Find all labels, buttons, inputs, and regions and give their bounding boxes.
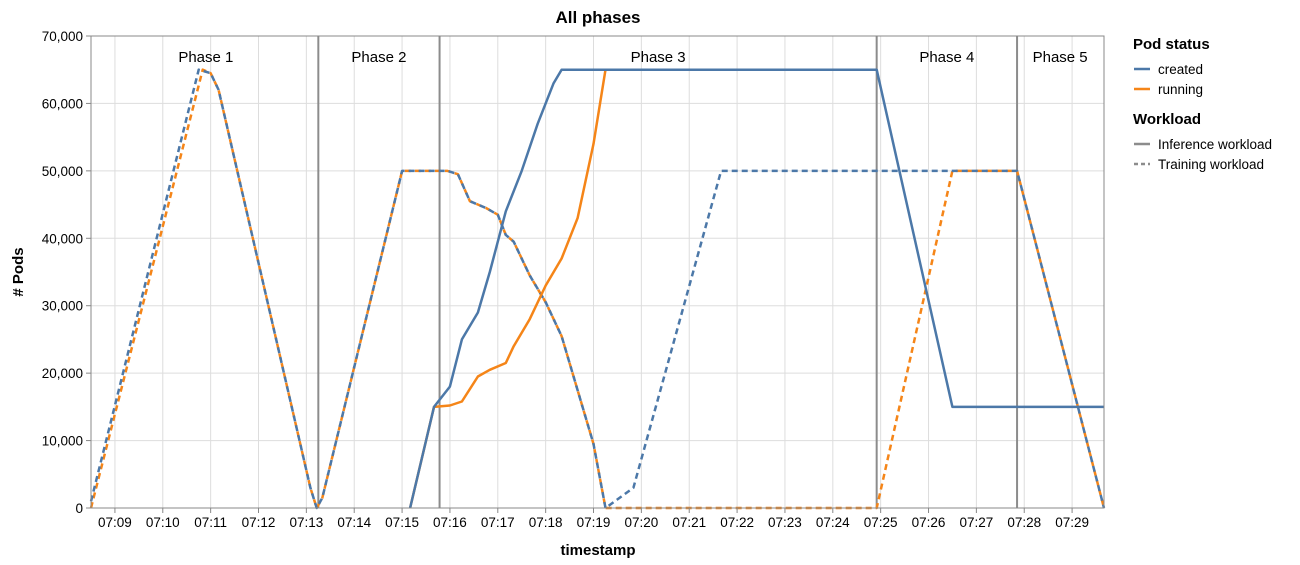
x-tick-label: 07:11	[194, 515, 227, 530]
plot-frame	[90, 35, 1105, 509]
series-line-created-training	[89, 68, 1106, 510]
x-tick-label: 07:28	[1007, 515, 1041, 530]
y-tick-label: 10,000	[42, 434, 83, 449]
phase-label: Phase 4	[919, 49, 974, 66]
phase-label: Phase 3	[631, 49, 686, 66]
legend-group-title: Pod status	[1133, 36, 1210, 53]
legend-group-title: Workload	[1133, 111, 1201, 128]
chart-title: All phases	[555, 8, 640, 27]
x-tick-label: 07:17	[481, 515, 515, 530]
series-line-running-training	[89, 68, 1106, 510]
x-tick-label: 07:26	[912, 515, 946, 530]
y-tick-label: 50,000	[42, 164, 83, 179]
series-layer	[89, 68, 1106, 510]
x-tick-label: 07:15	[385, 515, 419, 530]
legend-entry-label: Training workload	[1158, 157, 1264, 172]
x-tick-label: 07:16	[433, 515, 467, 530]
y-tick-label: 0	[75, 501, 83, 516]
x-tick-label: 07:29	[1055, 515, 1089, 530]
x-axis-title: timestamp	[560, 542, 635, 559]
x-tick-label: 07:09	[98, 515, 132, 530]
y-tick-label: 40,000	[42, 231, 83, 246]
series-line-created-inference	[408, 68, 1104, 509]
x-axis: 07:09 07:10 07:11 07:12 07:13 07:14 07:15 07:16…	[98, 508, 1089, 530]
x-tick-label: 07:20	[624, 515, 658, 530]
x-tick-label: 07:21	[672, 515, 706, 530]
phase-boundaries	[317, 36, 1019, 508]
x-tick-label: 07:25	[864, 515, 898, 530]
x-tick-label: 07:27	[959, 515, 993, 530]
legend-entry-label: running	[1158, 82, 1203, 97]
x-tick-label: 07:22	[720, 515, 754, 530]
legend: Pod status created running Workload Inferenc…	[1133, 36, 1272, 172]
x-tick-label: 07:19	[577, 515, 611, 530]
phase-label: Phase 1	[178, 49, 233, 66]
x-tick-label: 07:14	[337, 515, 371, 530]
series-line-running-inference	[408, 68, 877, 509]
legend-entry-label: created	[1158, 62, 1203, 77]
y-tick-label: 20,000	[42, 366, 83, 381]
x-tick-label: 07:24	[816, 515, 850, 530]
phase-label: Phase 2	[351, 49, 406, 66]
x-tick-label: 07:23	[768, 515, 802, 530]
y-tick-label: 60,000	[42, 96, 83, 111]
legend-entry-label: Inference workload	[1158, 137, 1272, 152]
x-tick-label: 07:13	[289, 515, 323, 530]
x-tick-label: 07:18	[529, 515, 563, 530]
phase-labels: Phase 1 Phase 2 Phase 3 Phase 4 Phase 5	[178, 49, 1087, 66]
y-axis: 0 10,000 20,000 30,000 40,000 50,000 60,000 70,…	[42, 29, 91, 516]
y-tick-label: 30,000	[42, 299, 83, 314]
y-axis-title: # Pods	[10, 247, 27, 296]
grid	[91, 35, 1104, 509]
x-tick-label: 07:10	[146, 515, 180, 530]
y-tick-label: 70,000	[42, 29, 83, 44]
x-tick-label: 07:12	[242, 515, 276, 530]
phase-label: Phase 5	[1033, 49, 1088, 66]
